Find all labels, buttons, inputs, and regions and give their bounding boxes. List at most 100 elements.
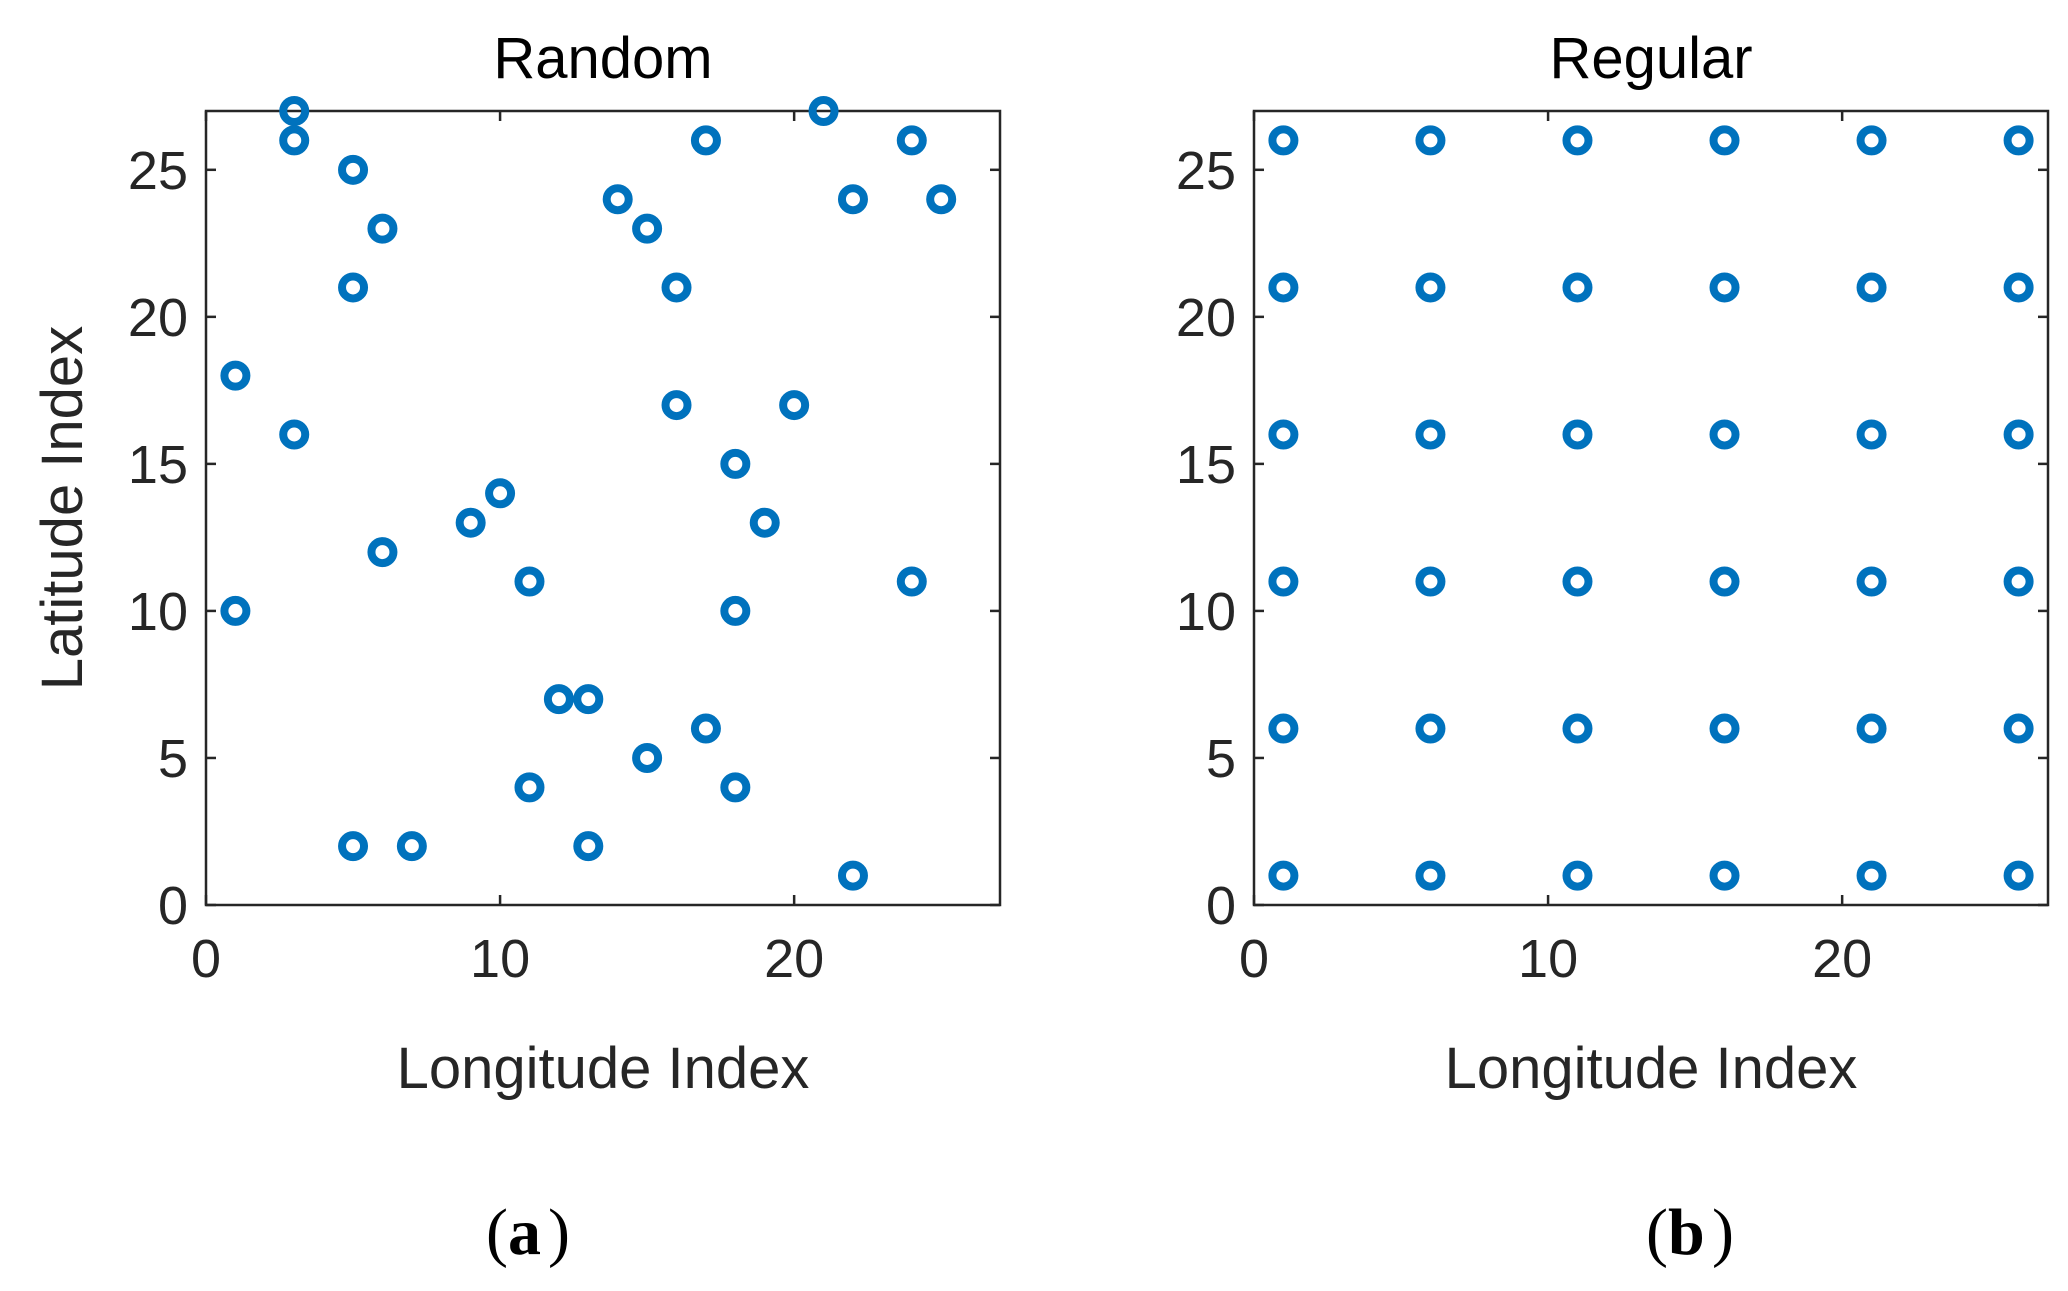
data-point-random bbox=[220, 595, 251, 626]
data-point-random bbox=[749, 507, 780, 538]
data-point-random bbox=[896, 125, 927, 156]
data-point-random bbox=[573, 684, 604, 715]
data-point-regular bbox=[2003, 860, 2034, 891]
data-point-random bbox=[632, 742, 663, 773]
data-point-random bbox=[926, 184, 957, 215]
data-point-random bbox=[837, 860, 868, 891]
data-point-random bbox=[338, 154, 369, 185]
data-point-regular bbox=[1268, 272, 1299, 303]
panel-random: 0 10 20 0 5 10 15 20 25 Random Longitude Index L… bbox=[30, 26, 1002, 1269]
data-point-regular bbox=[2003, 566, 2034, 597]
y-tick-label-random: 20 bbox=[128, 288, 188, 348]
caption-letter-regular: b bbox=[1668, 1196, 1705, 1269]
data-point-random bbox=[632, 213, 663, 244]
data-point-regular bbox=[1268, 713, 1299, 744]
data-point-random bbox=[543, 684, 574, 715]
axes-box-regular bbox=[1252, 109, 2050, 907]
data-point-random bbox=[661, 272, 692, 303]
x-tick-label-random: 10 bbox=[470, 929, 530, 989]
data-point-random bbox=[367, 213, 398, 244]
data-point-random bbox=[661, 390, 692, 421]
data-point-regular bbox=[1562, 419, 1593, 450]
xlabel-random: Longitude Index bbox=[397, 1036, 810, 1101]
data-point-regular bbox=[1268, 860, 1299, 891]
data-point-random bbox=[338, 272, 369, 303]
data-point-random bbox=[690, 713, 721, 744]
data-point-regular bbox=[1562, 713, 1593, 744]
y-tick-label-random: 0 bbox=[158, 876, 188, 936]
x-tick-label-random: 0 bbox=[191, 929, 221, 989]
data-point-regular bbox=[2003, 419, 2034, 450]
y-tick-label-regular: 20 bbox=[1176, 288, 1236, 348]
data-point-random bbox=[396, 831, 427, 862]
axes-box-random bbox=[204, 109, 1002, 907]
markers-regular bbox=[1268, 125, 2034, 891]
data-point-random bbox=[514, 772, 545, 803]
data-point-regular bbox=[1856, 125, 1887, 156]
data-point-regular bbox=[1415, 419, 1446, 450]
title-random: Random bbox=[493, 26, 712, 91]
data-point-random bbox=[896, 566, 927, 597]
x-tick-label-regular: 20 bbox=[1812, 929, 1872, 989]
data-point-regular bbox=[1415, 566, 1446, 597]
data-point-regular bbox=[1709, 713, 1740, 744]
data-point-random bbox=[720, 772, 751, 803]
data-point-regular bbox=[1415, 860, 1446, 891]
y-tick-label-regular: 25 bbox=[1176, 141, 1236, 201]
data-point-regular bbox=[1415, 713, 1446, 744]
data-point-random bbox=[837, 184, 868, 215]
ticks-random: 0 10 20 0 5 10 15 20 25 bbox=[128, 111, 1000, 989]
x-tick-label-random: 20 bbox=[764, 929, 824, 989]
data-point-regular bbox=[2003, 713, 2034, 744]
y-tick-label-regular: 15 bbox=[1176, 435, 1236, 495]
caption-letter-random: a bbox=[508, 1196, 541, 1269]
svg-text:(: ( bbox=[1646, 1196, 1668, 1269]
data-point-random bbox=[514, 566, 545, 597]
caption-regular: ( b ) bbox=[1646, 1196, 1734, 1269]
data-point-regular bbox=[1709, 860, 1740, 891]
data-point-regular bbox=[1268, 419, 1299, 450]
markers-random bbox=[220, 96, 957, 891]
y-tick-label-random: 10 bbox=[128, 582, 188, 642]
data-point-random bbox=[279, 419, 310, 450]
x-tick-label-regular: 10 bbox=[1518, 929, 1578, 989]
y-tick-label-random: 5 bbox=[158, 729, 188, 789]
data-point-regular bbox=[1856, 566, 1887, 597]
data-point-random bbox=[279, 125, 310, 156]
data-point-random bbox=[720, 448, 751, 479]
data-point-regular bbox=[1709, 419, 1740, 450]
y-tick-label-regular: 0 bbox=[1206, 876, 1236, 936]
data-point-random bbox=[602, 184, 633, 215]
data-point-random bbox=[808, 96, 839, 126]
data-point-random bbox=[455, 507, 486, 538]
data-point-regular bbox=[1709, 566, 1740, 597]
data-point-regular bbox=[1856, 419, 1887, 450]
caption-random: ( a ) bbox=[486, 1196, 570, 1269]
data-point-random bbox=[367, 537, 398, 568]
ylabel-random: Latitude Index bbox=[30, 326, 95, 690]
data-point-random bbox=[485, 478, 516, 509]
data-point-regular bbox=[1856, 272, 1887, 303]
y-tick-label-regular: 10 bbox=[1176, 582, 1236, 642]
title-regular: Regular bbox=[1549, 26, 1752, 91]
svg-text:): ) bbox=[1712, 1196, 1734, 1269]
data-point-random bbox=[220, 360, 251, 391]
svg-text:): ) bbox=[548, 1196, 570, 1269]
ticks-regular: 0 10 20 0 5 10 15 20 25 bbox=[1176, 111, 2048, 989]
data-point-regular bbox=[1562, 272, 1593, 303]
data-point-regular bbox=[2003, 125, 2034, 156]
x-tick-label-regular: 0 bbox=[1239, 929, 1269, 989]
data-point-random bbox=[690, 125, 721, 156]
data-point-regular bbox=[1856, 713, 1887, 744]
data-point-regular bbox=[1562, 125, 1593, 156]
data-point-random bbox=[573, 831, 604, 862]
y-tick-label-regular: 5 bbox=[1206, 729, 1236, 789]
svg-text:(: ( bbox=[486, 1196, 508, 1269]
data-point-random bbox=[720, 595, 751, 626]
data-point-regular bbox=[1562, 566, 1593, 597]
data-point-regular bbox=[1856, 860, 1887, 891]
data-point-regular bbox=[1415, 272, 1446, 303]
xlabel-regular: Longitude Index bbox=[1445, 1036, 1858, 1101]
data-point-random bbox=[279, 96, 310, 126]
